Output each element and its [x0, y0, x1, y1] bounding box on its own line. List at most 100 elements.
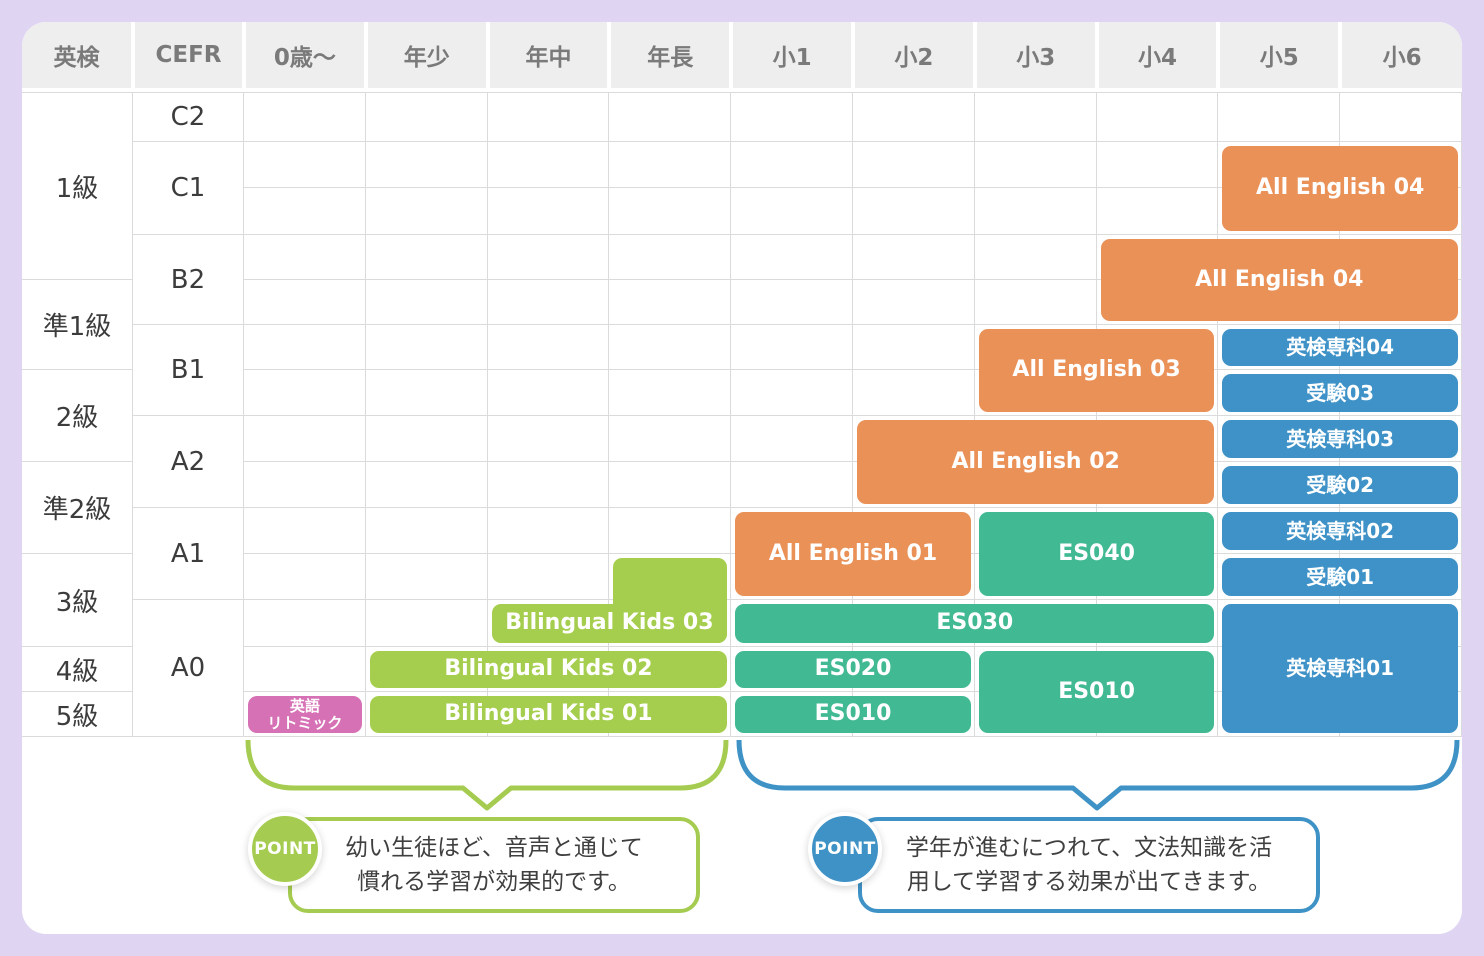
grid-cell	[244, 188, 366, 235]
course-bar: Bilingual Kids 02	[369, 651, 728, 688]
callout-left-line1: 幼い生徒ほど、音声と通じて	[345, 835, 643, 861]
grid-cell	[244, 92, 366, 142]
grid-cell	[365, 554, 488, 600]
grid-cell	[365, 235, 488, 280]
header-age-col: 小3	[976, 22, 1095, 88]
grid-cell	[365, 600, 488, 647]
grid-cell	[609, 462, 732, 508]
course-bar: 英検専科01	[1222, 604, 1458, 733]
eiken-level-cell: 5級	[22, 692, 133, 737]
grid-cell	[244, 600, 366, 647]
eiken-level-cell: 3級	[22, 554, 133, 647]
grid-cell	[974, 280, 1097, 325]
grid-cell	[609, 647, 732, 692]
grid-cell	[487, 92, 610, 142]
grid-cell	[974, 142, 1097, 188]
grid-cell	[487, 370, 610, 416]
grid-cell	[609, 188, 732, 235]
grid-cell	[1340, 462, 1462, 508]
grid-cell	[974, 92, 1097, 142]
grid-cell	[1096, 92, 1219, 142]
course-bar: All English 02	[857, 420, 1215, 504]
grid-cell	[853, 280, 975, 325]
grid-cell	[1340, 416, 1462, 462]
grid-cell	[1096, 142, 1219, 188]
header-age-col: 小1	[733, 22, 851, 88]
grid-cell	[487, 235, 610, 280]
grid-cell	[365, 508, 488, 554]
grid-cell	[853, 554, 975, 600]
course-bar: All English 01	[735, 512, 971, 596]
cefr-level-cell: A0	[133, 600, 244, 737]
course-bar: 英検専科04	[1222, 329, 1458, 366]
grid-cell	[1340, 325, 1462, 370]
grid-cell	[1340, 92, 1462, 142]
grid-cell	[365, 92, 488, 142]
callout-left-line2: 慣れる学習が効果的です。	[357, 869, 631, 895]
grid-cell	[244, 508, 366, 554]
grid-cell	[609, 600, 732, 647]
grid-cell	[731, 280, 853, 325]
cefr-level-cell: A1	[133, 508, 244, 600]
eiken-level-cell: 準1級	[22, 280, 133, 370]
header-age-col: 小6	[1342, 22, 1462, 88]
green-brace	[245, 740, 729, 811]
grid-cell	[974, 188, 1097, 235]
grid-cell	[244, 554, 366, 600]
grid-cell	[731, 462, 853, 508]
course-bar: Bilingual Kids 01	[369, 696, 728, 733]
cefr-level-cell: A2	[133, 416, 244, 508]
course-bar: 受験02	[1222, 466, 1458, 504]
blue-brace	[736, 740, 1460, 811]
course-bar: ES010	[978, 651, 1215, 733]
grid-cell	[609, 280, 732, 325]
curriculum-grid: 英検 CEFR 0歳〜 年少 年中 年長 小1 小2 小3 小4 小5 小6 1級 準1級 2級 準2級 3…	[22, 22, 1462, 737]
header-age-col: 小4	[1098, 22, 1217, 88]
grid-cell	[244, 280, 366, 325]
grid-cell	[365, 370, 488, 416]
eiken-level-cell: 1級	[22, 92, 133, 280]
grid-cell	[365, 280, 488, 325]
grid-cell	[853, 235, 975, 280]
cefr-level-cell: C1	[133, 142, 244, 235]
curriculum-panel: 英検 CEFR 0歳〜 年少 年中 年長 小1 小2 小3 小4 小5 小6 1級 準1級 2級 準2級 3…	[22, 22, 1462, 934]
course-bar: 受験03	[1222, 374, 1458, 412]
grid-cell	[365, 188, 488, 235]
grid-cell	[609, 370, 732, 416]
point-badge-right-label: POINT	[814, 839, 876, 859]
callout-right-line1: 学年が進むにつれて、文法知識を活	[905, 835, 1273, 861]
header-cefr: CEFR	[135, 22, 242, 88]
grid-cell	[1096, 554, 1219, 600]
grid-cell	[731, 92, 853, 142]
grid-cell	[365, 462, 488, 508]
grid-cell	[731, 188, 853, 235]
grid-cell	[244, 692, 366, 737]
header-age-col: 年少	[367, 22, 486, 88]
course-bar: ES020	[735, 651, 971, 688]
grid-cell	[974, 235, 1097, 280]
grid-cell	[1340, 370, 1462, 416]
grid-cell	[609, 325, 732, 370]
grid-cell	[487, 325, 610, 370]
course-bar: 英検専科03	[1222, 420, 1458, 458]
course-bar: Bilingual Kids 03	[491, 604, 728, 643]
point-badge-left: POINT	[248, 812, 322, 886]
callout-right-line2: 用して学習する効果が出てきます。	[906, 869, 1272, 895]
grid-cell	[365, 325, 488, 370]
course-bar: 英検専科02	[1222, 512, 1458, 550]
grid-cell	[853, 325, 975, 370]
grid-cell	[853, 142, 975, 188]
grid-cell	[731, 370, 853, 416]
course-bar: All English 04	[1222, 146, 1458, 231]
grid-cell	[1340, 280, 1462, 325]
grid-cell	[365, 142, 488, 188]
cefr-level-cell: B2	[133, 235, 244, 325]
point-badge-left-label: POINT	[254, 839, 316, 859]
grid-cell	[487, 142, 610, 188]
grid-cell	[244, 325, 366, 370]
grid-cell	[853, 92, 975, 142]
point-badge-right: POINT	[808, 812, 882, 886]
grid-cell	[731, 142, 853, 188]
cefr-level-cell: C2	[133, 92, 244, 142]
grid-cell	[853, 692, 975, 737]
